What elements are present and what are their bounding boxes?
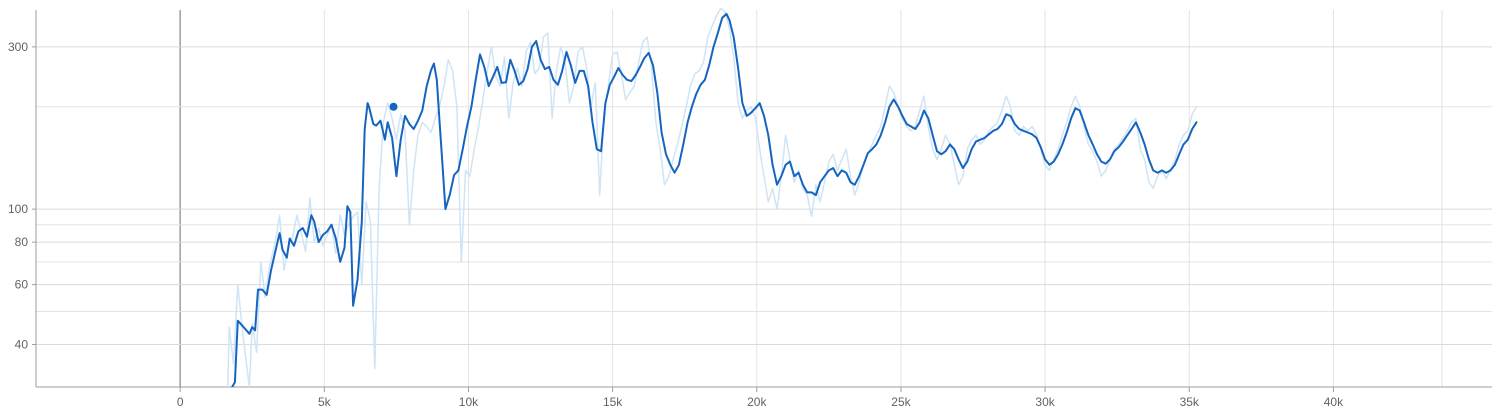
series-line-raw [227, 8, 1198, 387]
highlight-point[interactable] [389, 102, 398, 111]
y-tick-label: 40 [15, 338, 29, 352]
y-tick-label: 80 [15, 235, 29, 249]
vertical-gridlines [179, 10, 1443, 387]
y-tick-label: 100 [8, 202, 28, 216]
horizontal-gridlines [36, 46, 1492, 346]
x-tick-label: 40k [1324, 395, 1344, 409]
series-layer [227, 8, 1198, 387]
x-tick-label: 10k [459, 395, 479, 409]
y-tick-labels: 40 60 80 100 300 [8, 40, 28, 352]
x-tick-label: 5k [318, 395, 332, 409]
y-tick-label: 60 [15, 278, 29, 292]
x-tick-label: 0 [177, 395, 184, 409]
x-tick-label: 35k [1180, 395, 1200, 409]
x-tick-label: 15k [603, 395, 623, 409]
x-tick-label: 20k [747, 395, 767, 409]
axes [32, 10, 1492, 392]
x-tick-labels: 0 5k 10k 15k 20k 25k 30k 35k 40k [177, 395, 1344, 409]
x-tick-label: 25k [891, 395, 911, 409]
y-tick-label: 300 [8, 40, 28, 54]
series-line-smoothed [230, 12, 1198, 387]
x-tick-label: 30k [1035, 395, 1055, 409]
